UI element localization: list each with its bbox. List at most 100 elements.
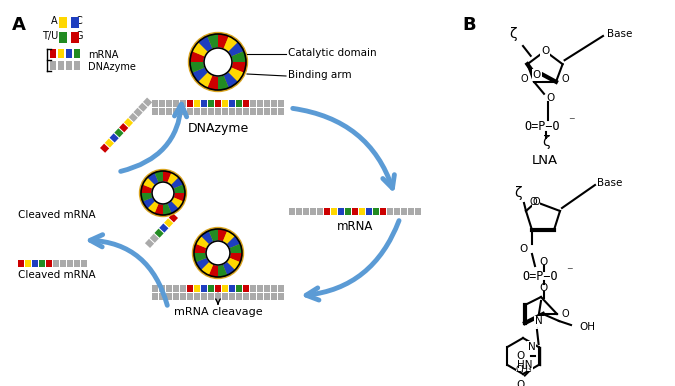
Text: O: O (520, 74, 528, 84)
Bar (215, 108, 221, 115)
Bar (289, 208, 295, 215)
Wedge shape (194, 253, 207, 262)
Bar (129, 113, 138, 122)
Bar (257, 100, 263, 107)
Circle shape (192, 227, 244, 279)
Wedge shape (209, 229, 218, 242)
Bar (229, 100, 235, 107)
Bar (401, 208, 407, 215)
Bar (159, 223, 169, 233)
Bar (58, 49, 64, 58)
Bar (215, 293, 221, 300)
Text: HN: HN (517, 360, 533, 370)
Bar (159, 108, 165, 115)
Text: O: O (562, 74, 570, 84)
Bar (150, 234, 159, 243)
Text: N: N (535, 317, 543, 327)
Bar (208, 285, 214, 292)
Text: mRNA: mRNA (337, 220, 373, 233)
Wedge shape (141, 185, 153, 193)
Bar (222, 108, 228, 115)
Wedge shape (194, 244, 207, 253)
Bar (152, 285, 158, 292)
Bar (257, 108, 263, 115)
Bar (359, 208, 365, 215)
Text: O: O (533, 70, 541, 80)
Bar (271, 100, 277, 107)
Bar (278, 100, 284, 107)
Bar (143, 98, 152, 107)
Wedge shape (201, 231, 213, 244)
Wedge shape (171, 197, 184, 208)
Wedge shape (173, 185, 185, 193)
Bar (264, 108, 270, 115)
Bar (243, 108, 249, 115)
Bar (50, 49, 56, 58)
Bar (264, 100, 270, 107)
Bar (415, 208, 421, 215)
Bar (250, 100, 256, 107)
Bar (71, 32, 79, 43)
Text: A: A (51, 16, 57, 26)
Circle shape (140, 169, 186, 217)
Bar (152, 108, 158, 115)
Bar (74, 260, 80, 267)
Bar (317, 208, 323, 215)
Text: DNAzyme: DNAzyme (188, 122, 248, 135)
Bar (278, 285, 284, 292)
Circle shape (204, 48, 232, 76)
Bar (229, 293, 235, 300)
Bar (222, 293, 228, 300)
Bar (236, 100, 242, 107)
Text: O: O (540, 283, 548, 293)
Bar (215, 100, 221, 107)
Wedge shape (163, 203, 171, 215)
Wedge shape (231, 62, 246, 73)
Text: O: O (530, 197, 537, 207)
Bar (380, 208, 386, 215)
Wedge shape (163, 171, 171, 183)
Bar (201, 285, 207, 292)
Bar (74, 49, 80, 58)
Bar (159, 293, 165, 300)
Wedge shape (142, 197, 155, 208)
Wedge shape (171, 178, 184, 189)
Wedge shape (227, 236, 240, 249)
Bar (159, 285, 165, 292)
Bar (152, 100, 158, 107)
Bar (159, 100, 165, 107)
Bar (250, 108, 256, 115)
Text: mRNA: mRNA (88, 50, 118, 60)
Bar (59, 17, 67, 28)
Bar (373, 208, 379, 215)
Wedge shape (218, 75, 229, 90)
Bar (18, 260, 24, 267)
Bar (180, 108, 186, 115)
Text: O: O (546, 93, 554, 103)
Bar (187, 100, 193, 107)
Bar (243, 293, 249, 300)
Bar (187, 293, 193, 300)
Bar (66, 49, 72, 58)
Text: Base: Base (597, 178, 622, 188)
Bar (271, 293, 277, 300)
Bar (173, 108, 179, 115)
Bar (345, 208, 351, 215)
Wedge shape (231, 51, 246, 62)
Wedge shape (209, 264, 218, 277)
Wedge shape (192, 42, 208, 57)
Wedge shape (196, 257, 209, 270)
Bar (208, 293, 214, 300)
Bar (119, 123, 128, 132)
Bar (109, 134, 119, 142)
Bar (201, 293, 207, 300)
Bar (264, 285, 270, 292)
Wedge shape (141, 193, 153, 201)
Bar (81, 260, 87, 267)
Text: O: O (561, 309, 568, 319)
Wedge shape (155, 203, 163, 215)
Text: O: O (541, 46, 549, 56)
Bar (187, 108, 193, 115)
Bar (264, 293, 270, 300)
Bar (155, 229, 163, 238)
